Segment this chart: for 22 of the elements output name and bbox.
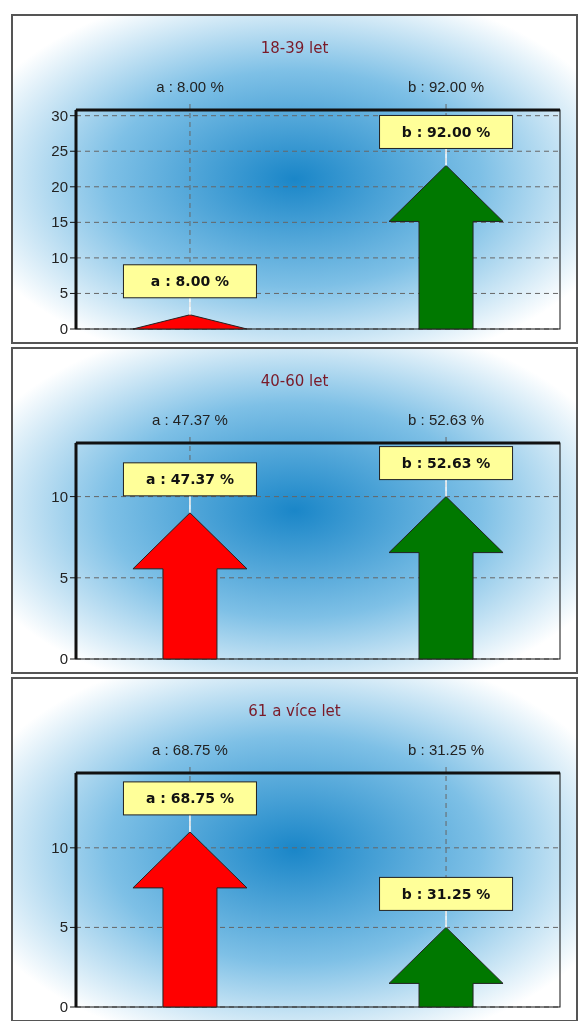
y-tick-label: 20 — [51, 177, 68, 195]
annotation: a : 68.75 % — [145, 790, 234, 807]
annotation: a : 8.00 % — [150, 273, 230, 290]
y-tick-label: 5 — [59, 918, 68, 936]
chart-title: 61 a více let — [248, 702, 341, 720]
y-tick-label: 0 — [59, 320, 68, 337]
y-tick-label: 0 — [59, 998, 68, 1015]
y-tick-label: 30 — [51, 106, 68, 124]
chart-title: 18-39 let — [260, 39, 329, 57]
y-tick-label: 5 — [59, 568, 68, 586]
y-tick-label: 10 — [51, 838, 68, 856]
annotation: b : 52.63 % — [401, 455, 491, 472]
annotation: b : 92.00 % — [401, 123, 491, 140]
y-tick-label: 0 — [59, 650, 68, 667]
y-tick-label: 5 — [59, 284, 68, 302]
annotation: a : 47.37 % — [145, 471, 234, 488]
annotation: b : 31.25 % — [401, 885, 491, 902]
y-tick-label: 10 — [51, 248, 68, 266]
y-tick-label: 25 — [51, 142, 68, 160]
chart-title: 40-60 let — [260, 372, 329, 390]
y-tick-label: 15 — [51, 213, 68, 231]
y-tick-label: 10 — [51, 487, 68, 505]
